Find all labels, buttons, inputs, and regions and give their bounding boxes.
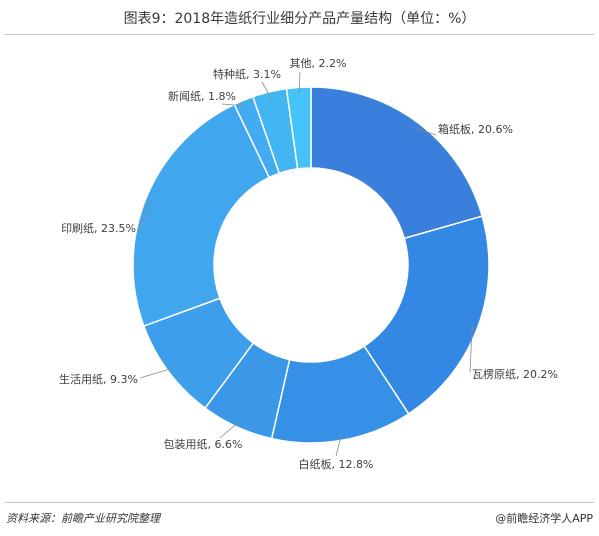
slice-label-4: 包装用纸, 6.6% (164, 438, 243, 451)
leader-line-3 (335, 434, 342, 457)
slice-2 (363, 215, 490, 415)
leader-line-4 (219, 421, 240, 439)
leader-line-1 (414, 127, 437, 136)
slice-label-5: 生活用纸, 9.3% (59, 372, 138, 386)
chart-title: 图表9：2018年造纸行业细分产品产量结构（单位：%） (123, 11, 476, 27)
slice-1 (310, 86, 484, 240)
slice-6 (132, 103, 271, 327)
leader-line-8 (261, 81, 272, 98)
leader-line-7 (221, 103, 246, 107)
leader-lines (137, 71, 473, 457)
slice-9 (285, 86, 312, 170)
donut-slices (132, 86, 490, 444)
slice-label-3: 白纸板, 12.8% (299, 457, 374, 471)
source-note: 资料来源：前瞻产业研究院整理 (6, 512, 160, 525)
brand-credit: @前瞻经济学人APP (495, 512, 593, 525)
leader-line-9 (298, 71, 301, 94)
leader-line-6 (137, 199, 153, 233)
title-divider (4, 34, 594, 35)
slice-labels: 箱纸板, 20.6% 瓦楞原纸, 20.2% 白纸板, 12.8% 包装用纸, 6.6… (59, 57, 558, 471)
slice-label-9: 其他, 2.2% (290, 57, 347, 70)
footer-divider (4, 502, 594, 503)
slice-label-7: 新闻纸, 1.8% (168, 89, 236, 103)
slice-label-1: 箱纸板, 20.6% (438, 122, 513, 136)
leader-line-2 (469, 324, 473, 373)
leader-line-5 (139, 367, 174, 379)
slice-label-2: 瓦楞原纸, 20.2% (472, 367, 558, 381)
slice-label-6: 印刷纸, 23.5% (61, 222, 136, 235)
slice-label-8: 特种纸, 3.1% (213, 67, 281, 81)
